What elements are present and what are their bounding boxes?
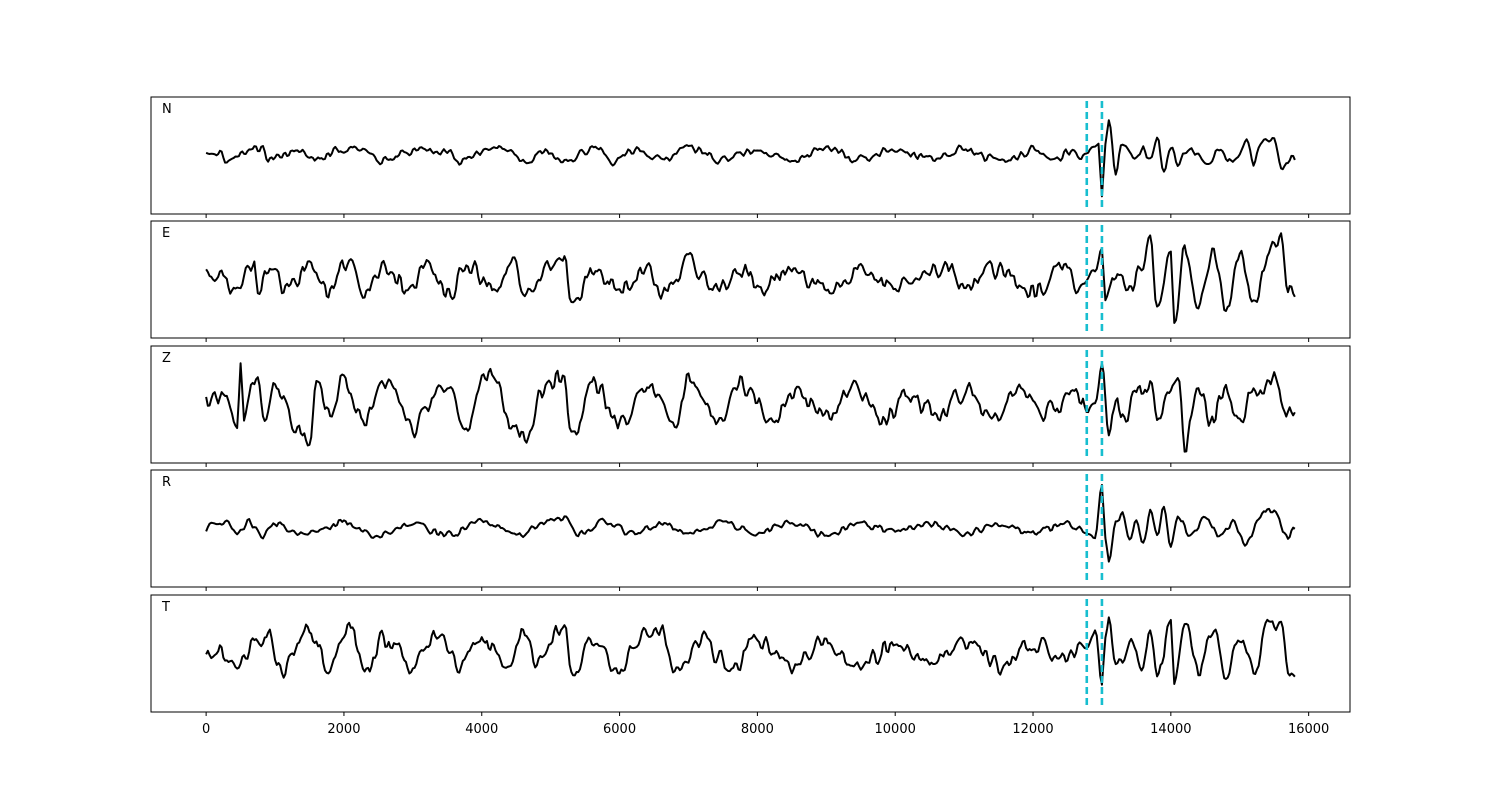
trace-line-E [205, 232, 1296, 324]
x-tick-label: 14000 [1150, 722, 1191, 737]
x-tick-label: 10000 [875, 722, 916, 737]
x-tick-label: 12000 [1012, 722, 1053, 737]
panel-T: T [150, 594, 1351, 716]
trace-line-T [205, 616, 1296, 686]
channel-label: E [162, 226, 170, 241]
panel-frame [150, 96, 1351, 215]
panel-frame [150, 469, 1351, 588]
channel-label: N [162, 102, 172, 117]
panel-frame [150, 220, 1351, 339]
channel-label: Z [162, 351, 171, 366]
x-tick-label: 16000 [1288, 722, 1329, 737]
x-tick-label: 2000 [327, 722, 360, 737]
x-axis: 0 2000 4000 6000 8000 10000 12000 14000 16000 [202, 722, 1329, 737]
panel-frame [150, 345, 1351, 464]
trace-line-Z [205, 362, 1296, 453]
panel-frame [150, 594, 1351, 713]
panel-R: R [150, 469, 1351, 591]
x-tick-label: 6000 [603, 722, 636, 737]
trace-panels: N E Z R T [150, 96, 1351, 716]
panel-Z: Z [150, 345, 1351, 467]
panel-N: N [150, 96, 1351, 218]
x-tick-label: 8000 [741, 722, 774, 737]
channel-label: T [161, 600, 170, 615]
panel-E: E [150, 220, 1351, 342]
trace-line-R [205, 484, 1296, 563]
x-tick-label: 0 [202, 722, 210, 737]
channel-label: R [162, 475, 171, 490]
trace-line-N [205, 119, 1296, 198]
x-tick-label: 4000 [465, 722, 498, 737]
